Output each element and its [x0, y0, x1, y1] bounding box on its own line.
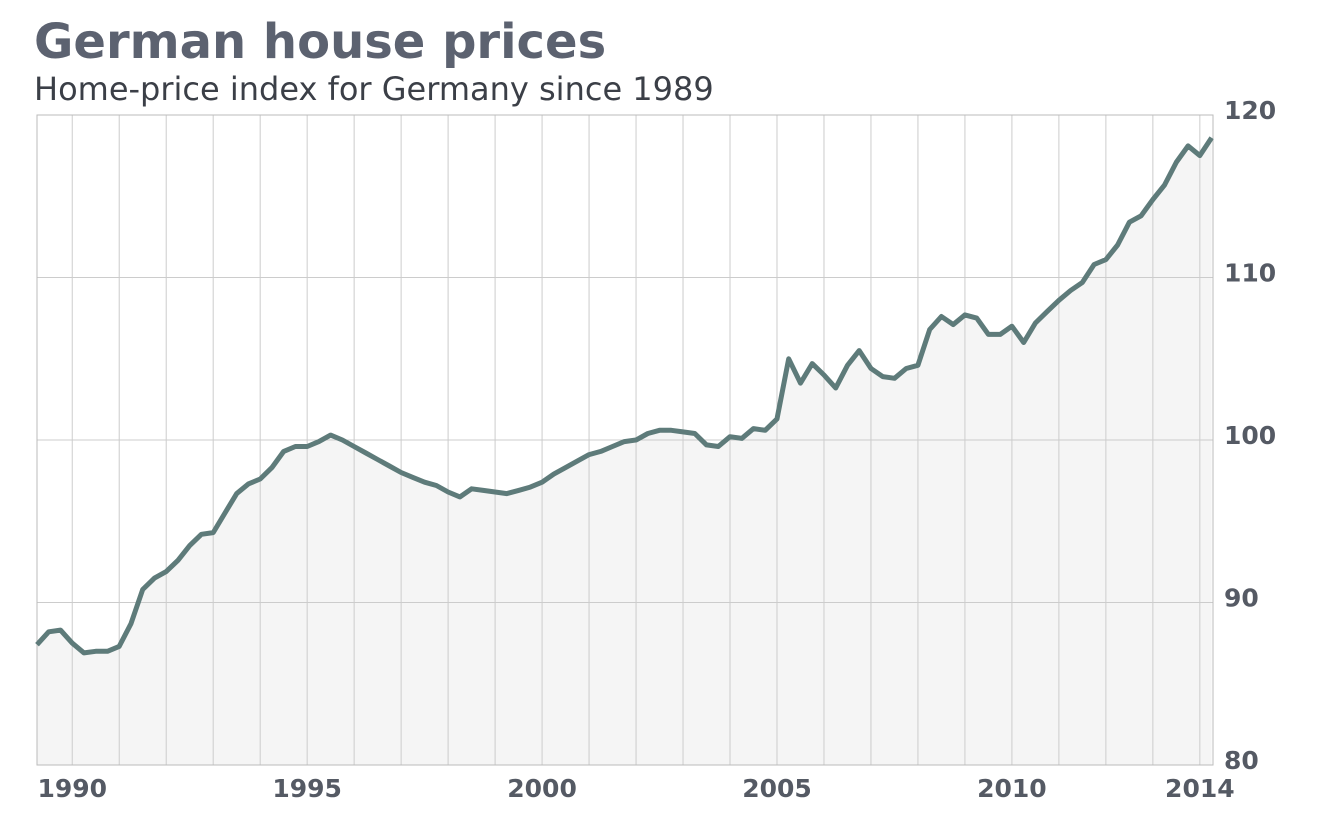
y-tick-label: 110 [1224, 259, 1276, 288]
x-tick-label: 2000 [507, 774, 577, 803]
x-tick-label: 2005 [742, 774, 812, 803]
y-tick-label: 100 [1224, 421, 1276, 450]
x-tick-label: 2010 [977, 774, 1047, 803]
x-tick-label: 1995 [272, 774, 342, 803]
plot-frame [36, 114, 1214, 766]
chart-subtitle: Home-price index for Germany since 1989 [34, 70, 714, 108]
chart-title: German house prices [34, 14, 606, 70]
y-tick-label: 120 [1224, 96, 1276, 125]
y-tick-label: 90 [1224, 584, 1259, 613]
y-tick-label: 80 [1224, 746, 1259, 775]
x-tick-label: 2014 [1165, 774, 1235, 803]
line [35, 136, 1214, 656]
x-tick-label: 1990 [37, 774, 107, 803]
